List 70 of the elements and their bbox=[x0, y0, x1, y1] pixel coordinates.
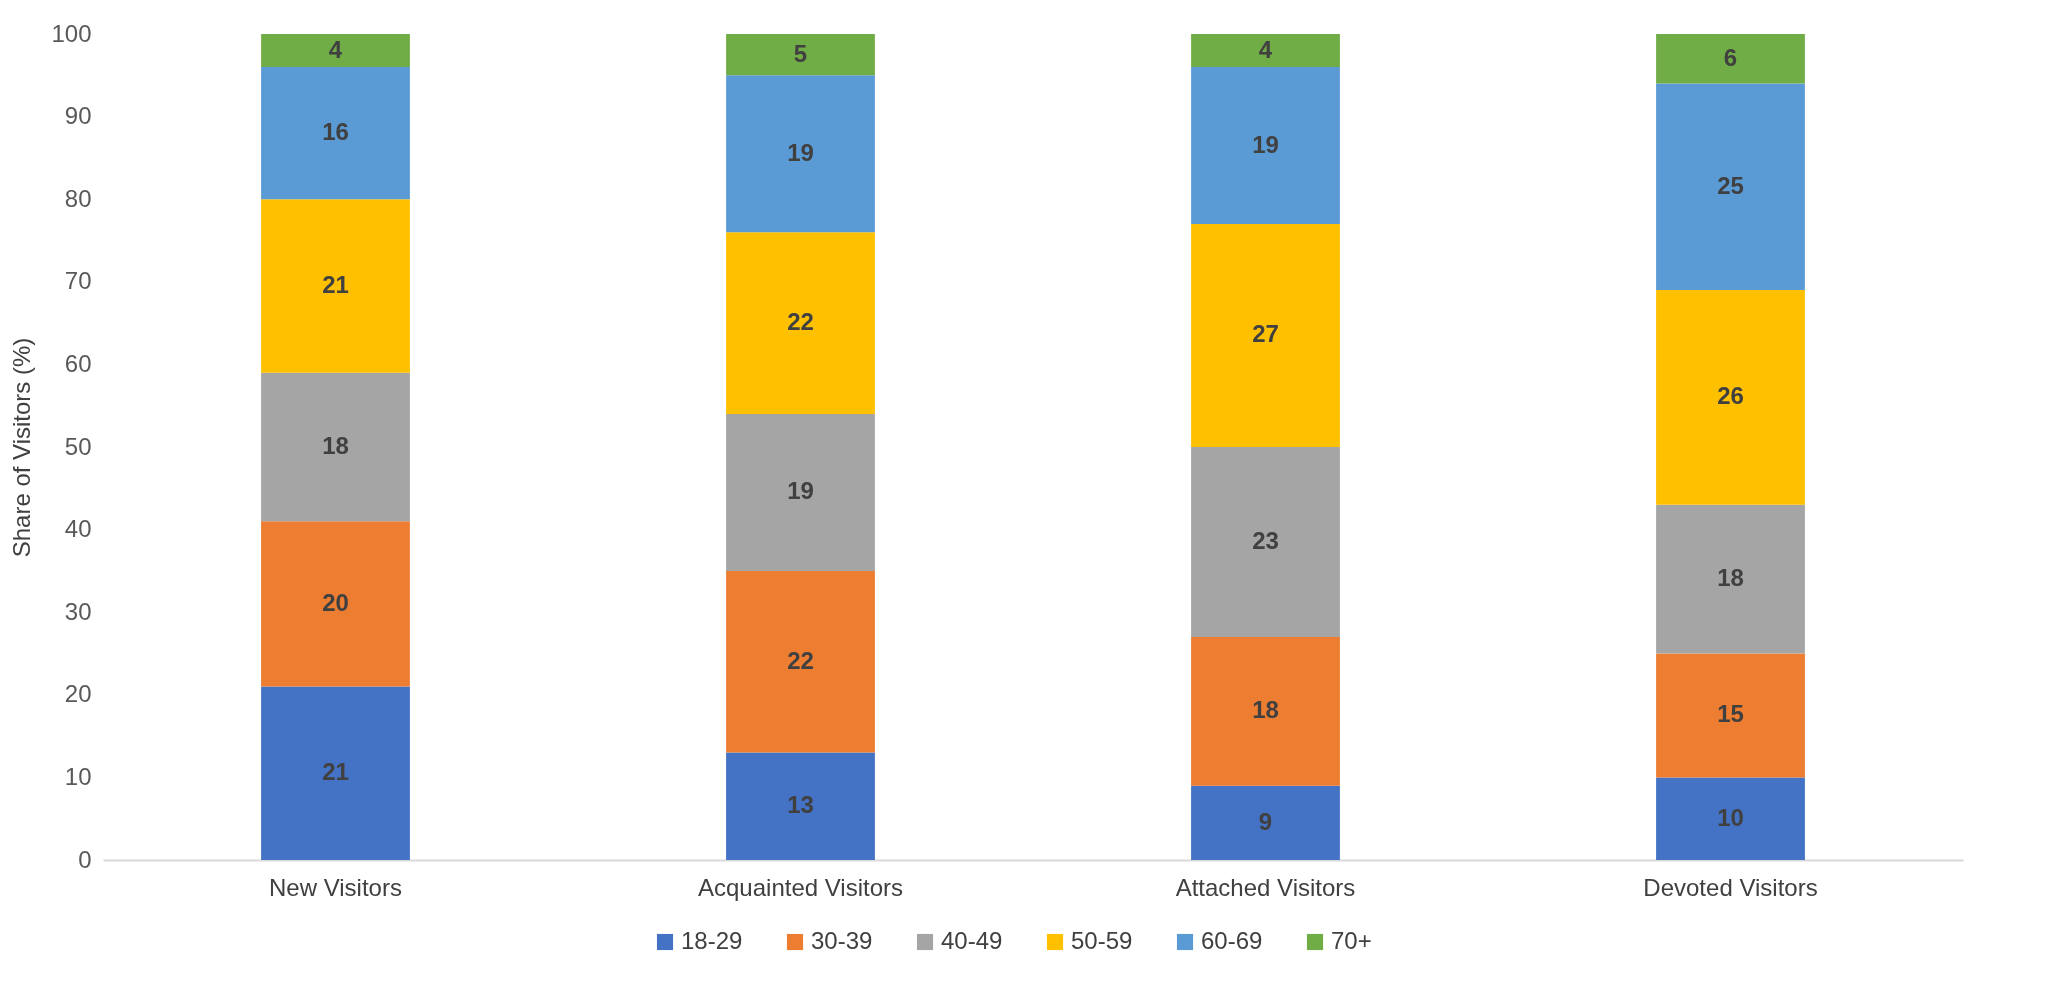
data-label: 9 bbox=[1258, 807, 1273, 835]
data-label: 22 bbox=[787, 308, 814, 336]
data-label: 18 bbox=[322, 432, 349, 459]
legend-label: 18-29 bbox=[681, 927, 743, 954]
bar bbox=[726, 232, 875, 414]
legend-label: 50-59 bbox=[1071, 927, 1133, 954]
y-tick-label: 80 bbox=[64, 184, 92, 212]
bar bbox=[1191, 34, 1340, 68]
y-tick-label: 20 bbox=[64, 680, 92, 708]
bar bbox=[1191, 223, 1340, 447]
legend-label: 60-69 bbox=[1201, 927, 1263, 954]
y-tick-label: 10 bbox=[64, 762, 92, 790]
bar bbox=[726, 75, 875, 233]
y-tick-label: 40 bbox=[64, 515, 92, 543]
data-label: 18 bbox=[1252, 696, 1279, 724]
data-label: 20 bbox=[322, 588, 349, 616]
data-label: 21 bbox=[322, 758, 349, 786]
bar bbox=[261, 521, 410, 687]
bar bbox=[1656, 777, 1805, 860]
data-label: 22 bbox=[787, 646, 814, 674]
data-label: 19 bbox=[1252, 130, 1279, 158]
data-label: 10 bbox=[1717, 803, 1744, 831]
y-tick-label: 50 bbox=[64, 432, 92, 460]
bar bbox=[1191, 67, 1340, 224]
data-label: 23 bbox=[1252, 526, 1279, 554]
data-label: 19 bbox=[787, 138, 814, 166]
bar bbox=[1191, 636, 1340, 786]
data-label: 25 bbox=[1717, 171, 1744, 199]
bar bbox=[261, 372, 410, 522]
data-label: 5 bbox=[793, 39, 808, 67]
legend-label: 30-39 bbox=[811, 927, 873, 954]
bar bbox=[1191, 785, 1340, 860]
data-label: 4 bbox=[1258, 35, 1273, 63]
y-tick-label: 0 bbox=[78, 845, 92, 873]
bar bbox=[726, 413, 875, 571]
bar bbox=[261, 686, 410, 860]
bar bbox=[1656, 34, 1805, 84]
legend-label: 70+ bbox=[1331, 927, 1372, 954]
x-tick-label: Attached Visitors bbox=[1175, 873, 1356, 901]
data-label: 21 bbox=[322, 270, 349, 298]
legend-label: 40-49 bbox=[941, 927, 1003, 954]
x-tick-label: New Visitors bbox=[269, 873, 402, 901]
y-axis-title: Share of Visitors (%) bbox=[8, 337, 36, 558]
bar bbox=[261, 34, 410, 68]
bar bbox=[1656, 83, 1805, 291]
data-label: 15 bbox=[1717, 700, 1744, 728]
bar bbox=[261, 199, 410, 373]
data-label: 18 bbox=[1717, 564, 1744, 592]
x-tick-label: Devoted Visitors bbox=[1643, 873, 1818, 901]
bar bbox=[726, 34, 875, 76]
y-tick-label: 100 bbox=[51, 19, 92, 47]
data-label: 19 bbox=[787, 477, 814, 505]
bar bbox=[261, 67, 410, 200]
bar bbox=[1656, 504, 1805, 654]
bar bbox=[1656, 290, 1805, 505]
bar bbox=[1191, 447, 1340, 637]
x-tick-label: Acquainted Visitors bbox=[697, 873, 904, 901]
data-label: 6 bbox=[1723, 43, 1738, 71]
data-label: 16 bbox=[322, 118, 349, 146]
data-label: 26 bbox=[1717, 382, 1744, 410]
bar bbox=[1656, 653, 1805, 778]
y-tick-label: 70 bbox=[64, 267, 92, 295]
data-label: 4 bbox=[328, 35, 343, 63]
y-tick-label: 90 bbox=[64, 102, 92, 130]
y-tick-label: 60 bbox=[64, 349, 92, 377]
y-tick-label: 30 bbox=[64, 597, 92, 625]
bar bbox=[726, 752, 875, 860]
data-label: 27 bbox=[1252, 320, 1279, 348]
bar bbox=[726, 570, 875, 753]
data-label: 13 bbox=[787, 791, 814, 819]
